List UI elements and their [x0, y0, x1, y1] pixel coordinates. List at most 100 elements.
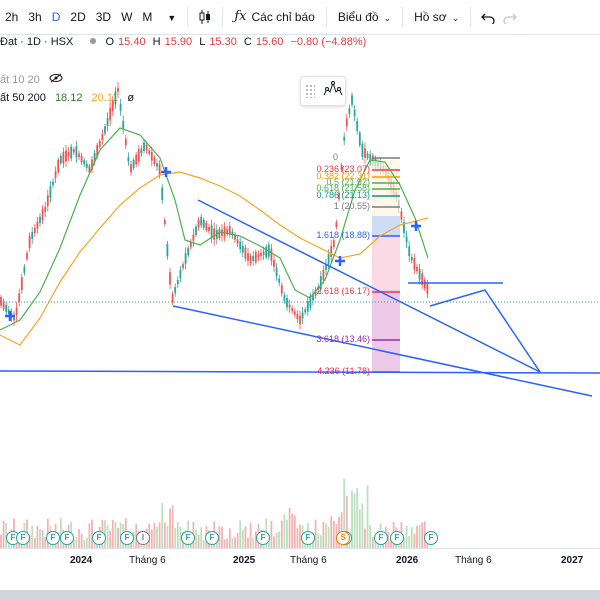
interval-d[interactable]: D [51, 10, 61, 24]
candle-body [124, 138, 127, 146]
candle-body [15, 307, 18, 316]
candle-body [101, 133, 104, 141]
volume-bar [421, 522, 424, 548]
candle-body [114, 91, 117, 105]
volume-bar [293, 515, 296, 548]
candle-body [262, 251, 265, 255]
volume-bar [109, 530, 112, 548]
event-marker[interactable]: F [46, 531, 60, 545]
eye-hidden-icon[interactable] [49, 73, 63, 86]
volume-bar [371, 537, 374, 548]
interval-dropdown[interactable]: ▼ [157, 5, 181, 29]
profile-menu-button[interactable]: Hồ sơ ⌄ [409, 5, 464, 29]
event-marker[interactable]: F [390, 531, 404, 545]
volume-bar [247, 537, 249, 548]
volume-bar [332, 520, 335, 548]
volume-bar [226, 538, 229, 548]
candle-body [319, 276, 322, 290]
indicator-ma-50-200[interactable]: ất 50 200 18.12 20.11 ø [0, 92, 134, 104]
drawing-floating-toolbar[interactable] [300, 76, 346, 106]
event-marker[interactable]: F [256, 531, 270, 545]
volume-bar [325, 523, 327, 548]
candle-body [418, 268, 421, 280]
event-marker[interactable]: F [424, 531, 438, 545]
axis-label-2027: 2027 [561, 555, 584, 566]
candle-body [143, 142, 145, 152]
volume-bar [296, 528, 299, 548]
candle-body [228, 226, 231, 235]
candle-body [332, 240, 335, 247]
candle-body [330, 245, 333, 257]
volume-bar [44, 537, 47, 548]
symbol-title[interactable]: Đạt · 1D · HSX [0, 36, 74, 48]
volume-bar [369, 525, 372, 548]
interval-m[interactable]: M [142, 10, 153, 24]
candle-body [236, 239, 239, 244]
candle-body [150, 152, 153, 161]
candle-body [327, 253, 330, 265]
indicators-button[interactable]: ƒx Các chỉ báo [229, 5, 320, 29]
volume-bar [179, 526, 182, 548]
undo-icon[interactable] [477, 5, 499, 29]
event-marker[interactable]: F [374, 531, 388, 545]
volume-bar [353, 493, 356, 548]
change-value: −0.80 (−4.88%) [290, 36, 367, 48]
candle-body [254, 251, 257, 263]
indicator-ma-10-20[interactable]: ất 10 20 [0, 73, 63, 86]
event-marker[interactable]: F [120, 531, 134, 545]
volume-bar [358, 509, 361, 548]
top-toolbar: 2h 3h D 2D 3D W M ▼ ƒx Các chỉ báo Biểu … [0, 0, 600, 35]
event-marker[interactable]: I [136, 531, 150, 545]
volume-bar [130, 539, 132, 548]
candle-body [416, 266, 418, 272]
interval-3d[interactable]: 3D [95, 10, 112, 24]
interval-2d[interactable]: 2D [70, 10, 86, 24]
candle-body [33, 227, 36, 234]
event-marker[interactable]: F [205, 531, 219, 545]
candle-body [0, 297, 2, 306]
event-marker[interactable]: F [60, 531, 74, 545]
profile-menu-label: Hồ sơ [414, 10, 447, 24]
volume-bar [117, 527, 119, 548]
volume-bar [252, 537, 255, 548]
candle-body [171, 293, 174, 303]
time-axis[interactable]: 2024 Tháng 6 2025 Tháng 6 2026 Tháng 6 2… [0, 548, 600, 571]
volume-bar [163, 522, 166, 548]
chart-menu-button[interactable]: Biểu đồ ⌄ [333, 5, 396, 29]
volume-bar [106, 525, 109, 548]
drag-handle-icon[interactable] [305, 84, 315, 98]
pattern-tool-icon[interactable] [323, 80, 343, 102]
candle-body [52, 181, 54, 185]
interval-3h[interactable]: 3h [28, 10, 42, 24]
volume-bar [114, 521, 117, 548]
event-marker[interactable]: F [301, 531, 315, 545]
open-label: O [105, 36, 115, 48]
volume-bar [236, 533, 239, 548]
event-marker[interactable]: F [92, 531, 106, 545]
candle-body [278, 278, 281, 283]
interval-w[interactable]: W [121, 10, 133, 24]
event-marker[interactable]: S [336, 531, 350, 545]
candle-body [299, 315, 301, 325]
candle-body [400, 211, 403, 220]
volume-bar [85, 537, 88, 548]
redo-icon[interactable] [499, 5, 521, 29]
signal-cross-marker [335, 256, 345, 266]
event-marker[interactable]: F [181, 531, 195, 545]
candle-body [62, 151, 65, 164]
event-marker[interactable]: F [16, 531, 30, 545]
volume-bar [244, 526, 247, 548]
horizontal-support-line [0, 370, 600, 374]
candle-body [57, 159, 60, 173]
fib-level-label: 3.618 (13.46) [316, 334, 370, 344]
volume-bar [351, 490, 353, 548]
candle-body [213, 228, 216, 240]
volume-bar [39, 529, 41, 548]
candle-body [75, 146, 78, 158]
interval-2h[interactable]: 2h [5, 10, 19, 24]
axis-label-june-2026: Tháng 6 [455, 555, 492, 566]
candle-body [366, 153, 369, 158]
candle-body [145, 144, 148, 151]
fib-level-label: 0 [332, 152, 338, 162]
candlestick-icon[interactable] [194, 5, 216, 29]
